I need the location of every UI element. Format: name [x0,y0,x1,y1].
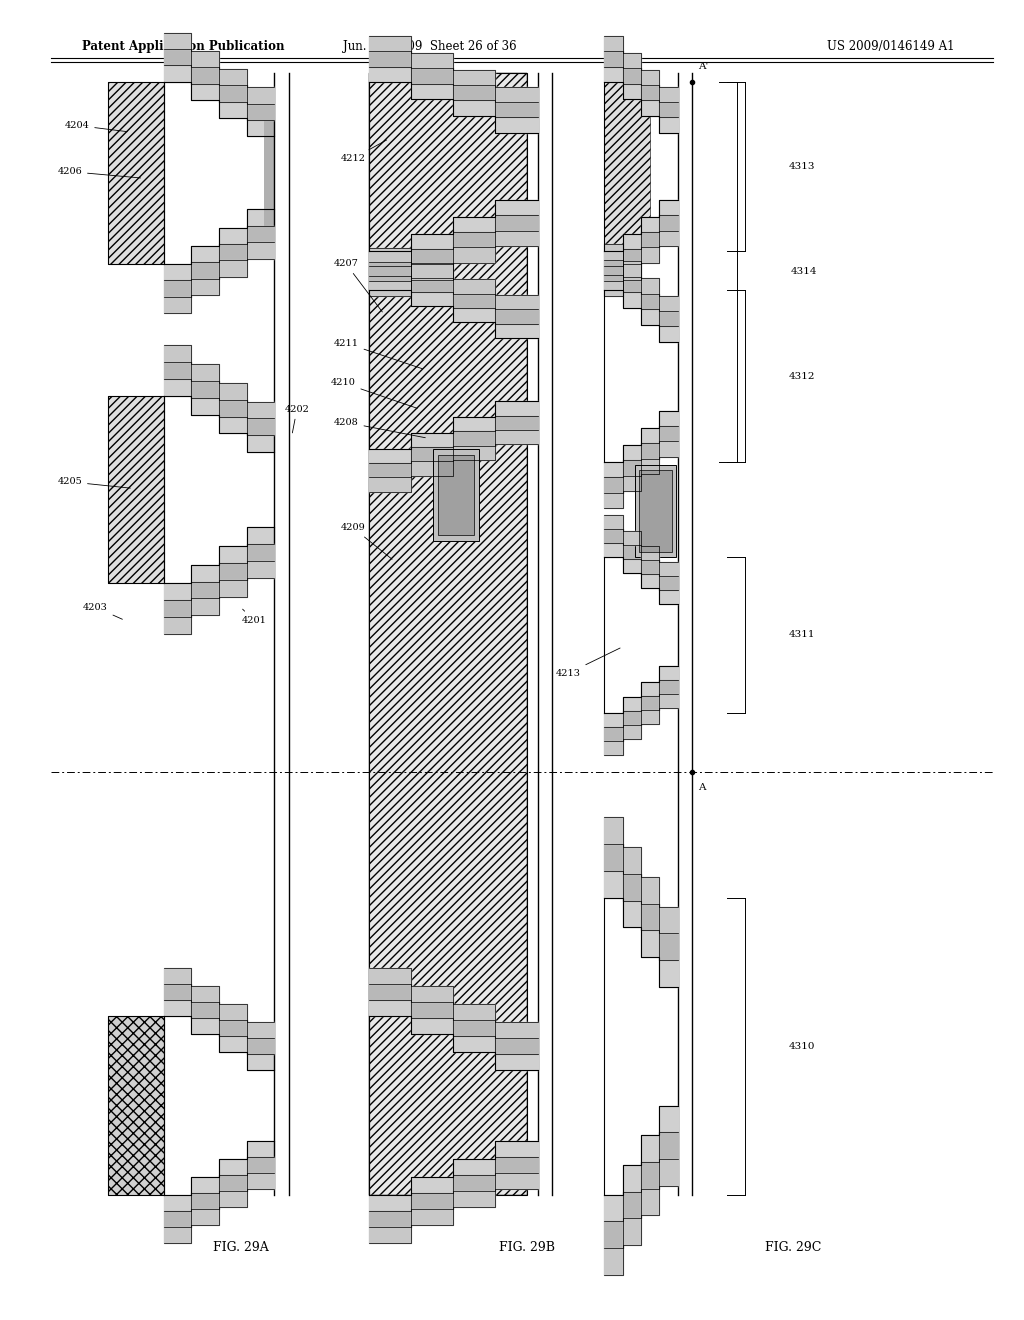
Text: 4314: 4314 [791,268,817,276]
Text: 4312: 4312 [788,372,815,380]
Bar [432,449,478,541]
Text: A': A' [698,62,709,71]
Bar [604,82,650,251]
Text: 4313: 4313 [788,162,815,170]
Text: Patent Application Publication: Patent Application Publication [82,40,285,53]
Text: 4208: 4208 [334,418,425,438]
Text: 4211: 4211 [334,339,422,368]
Text: FIG. 29B: FIG. 29B [500,1241,555,1254]
Text: 4202: 4202 [285,405,309,433]
Bar [369,73,527,1195]
Text: 4212: 4212 [341,140,387,162]
Text: A: A [698,783,706,792]
Text: 4207: 4207 [334,260,382,312]
Text: FIG. 29C: FIG. 29C [765,1241,822,1254]
Text: 4311: 4311 [788,631,815,639]
Bar [108,82,164,264]
Bar [369,73,527,1195]
Bar [635,465,676,557]
Text: 4310: 4310 [788,1041,815,1051]
Text: 4203: 4203 [83,603,123,619]
Text: US 2009/0146149 A1: US 2009/0146149 A1 [827,40,954,53]
Text: 4204: 4204 [65,121,127,132]
Bar [108,396,164,583]
Text: 4206: 4206 [57,168,140,178]
Text: Jun. 11, 2009  Sheet 26 of 36: Jun. 11, 2009 Sheet 26 of 36 [343,40,517,53]
Text: FIG. 29A: FIG. 29A [213,1241,268,1254]
Bar [108,396,164,583]
Bar [438,455,473,535]
Bar [108,1016,164,1195]
Text: 4210: 4210 [331,379,417,408]
Bar [639,470,672,552]
Text: 4205: 4205 [57,478,130,488]
Text: 4209: 4209 [341,524,392,560]
Text: 4201: 4201 [242,609,266,624]
Bar [108,82,164,264]
Bar [264,95,274,251]
Text: 4213: 4213 [556,648,621,677]
Bar [108,1016,164,1195]
